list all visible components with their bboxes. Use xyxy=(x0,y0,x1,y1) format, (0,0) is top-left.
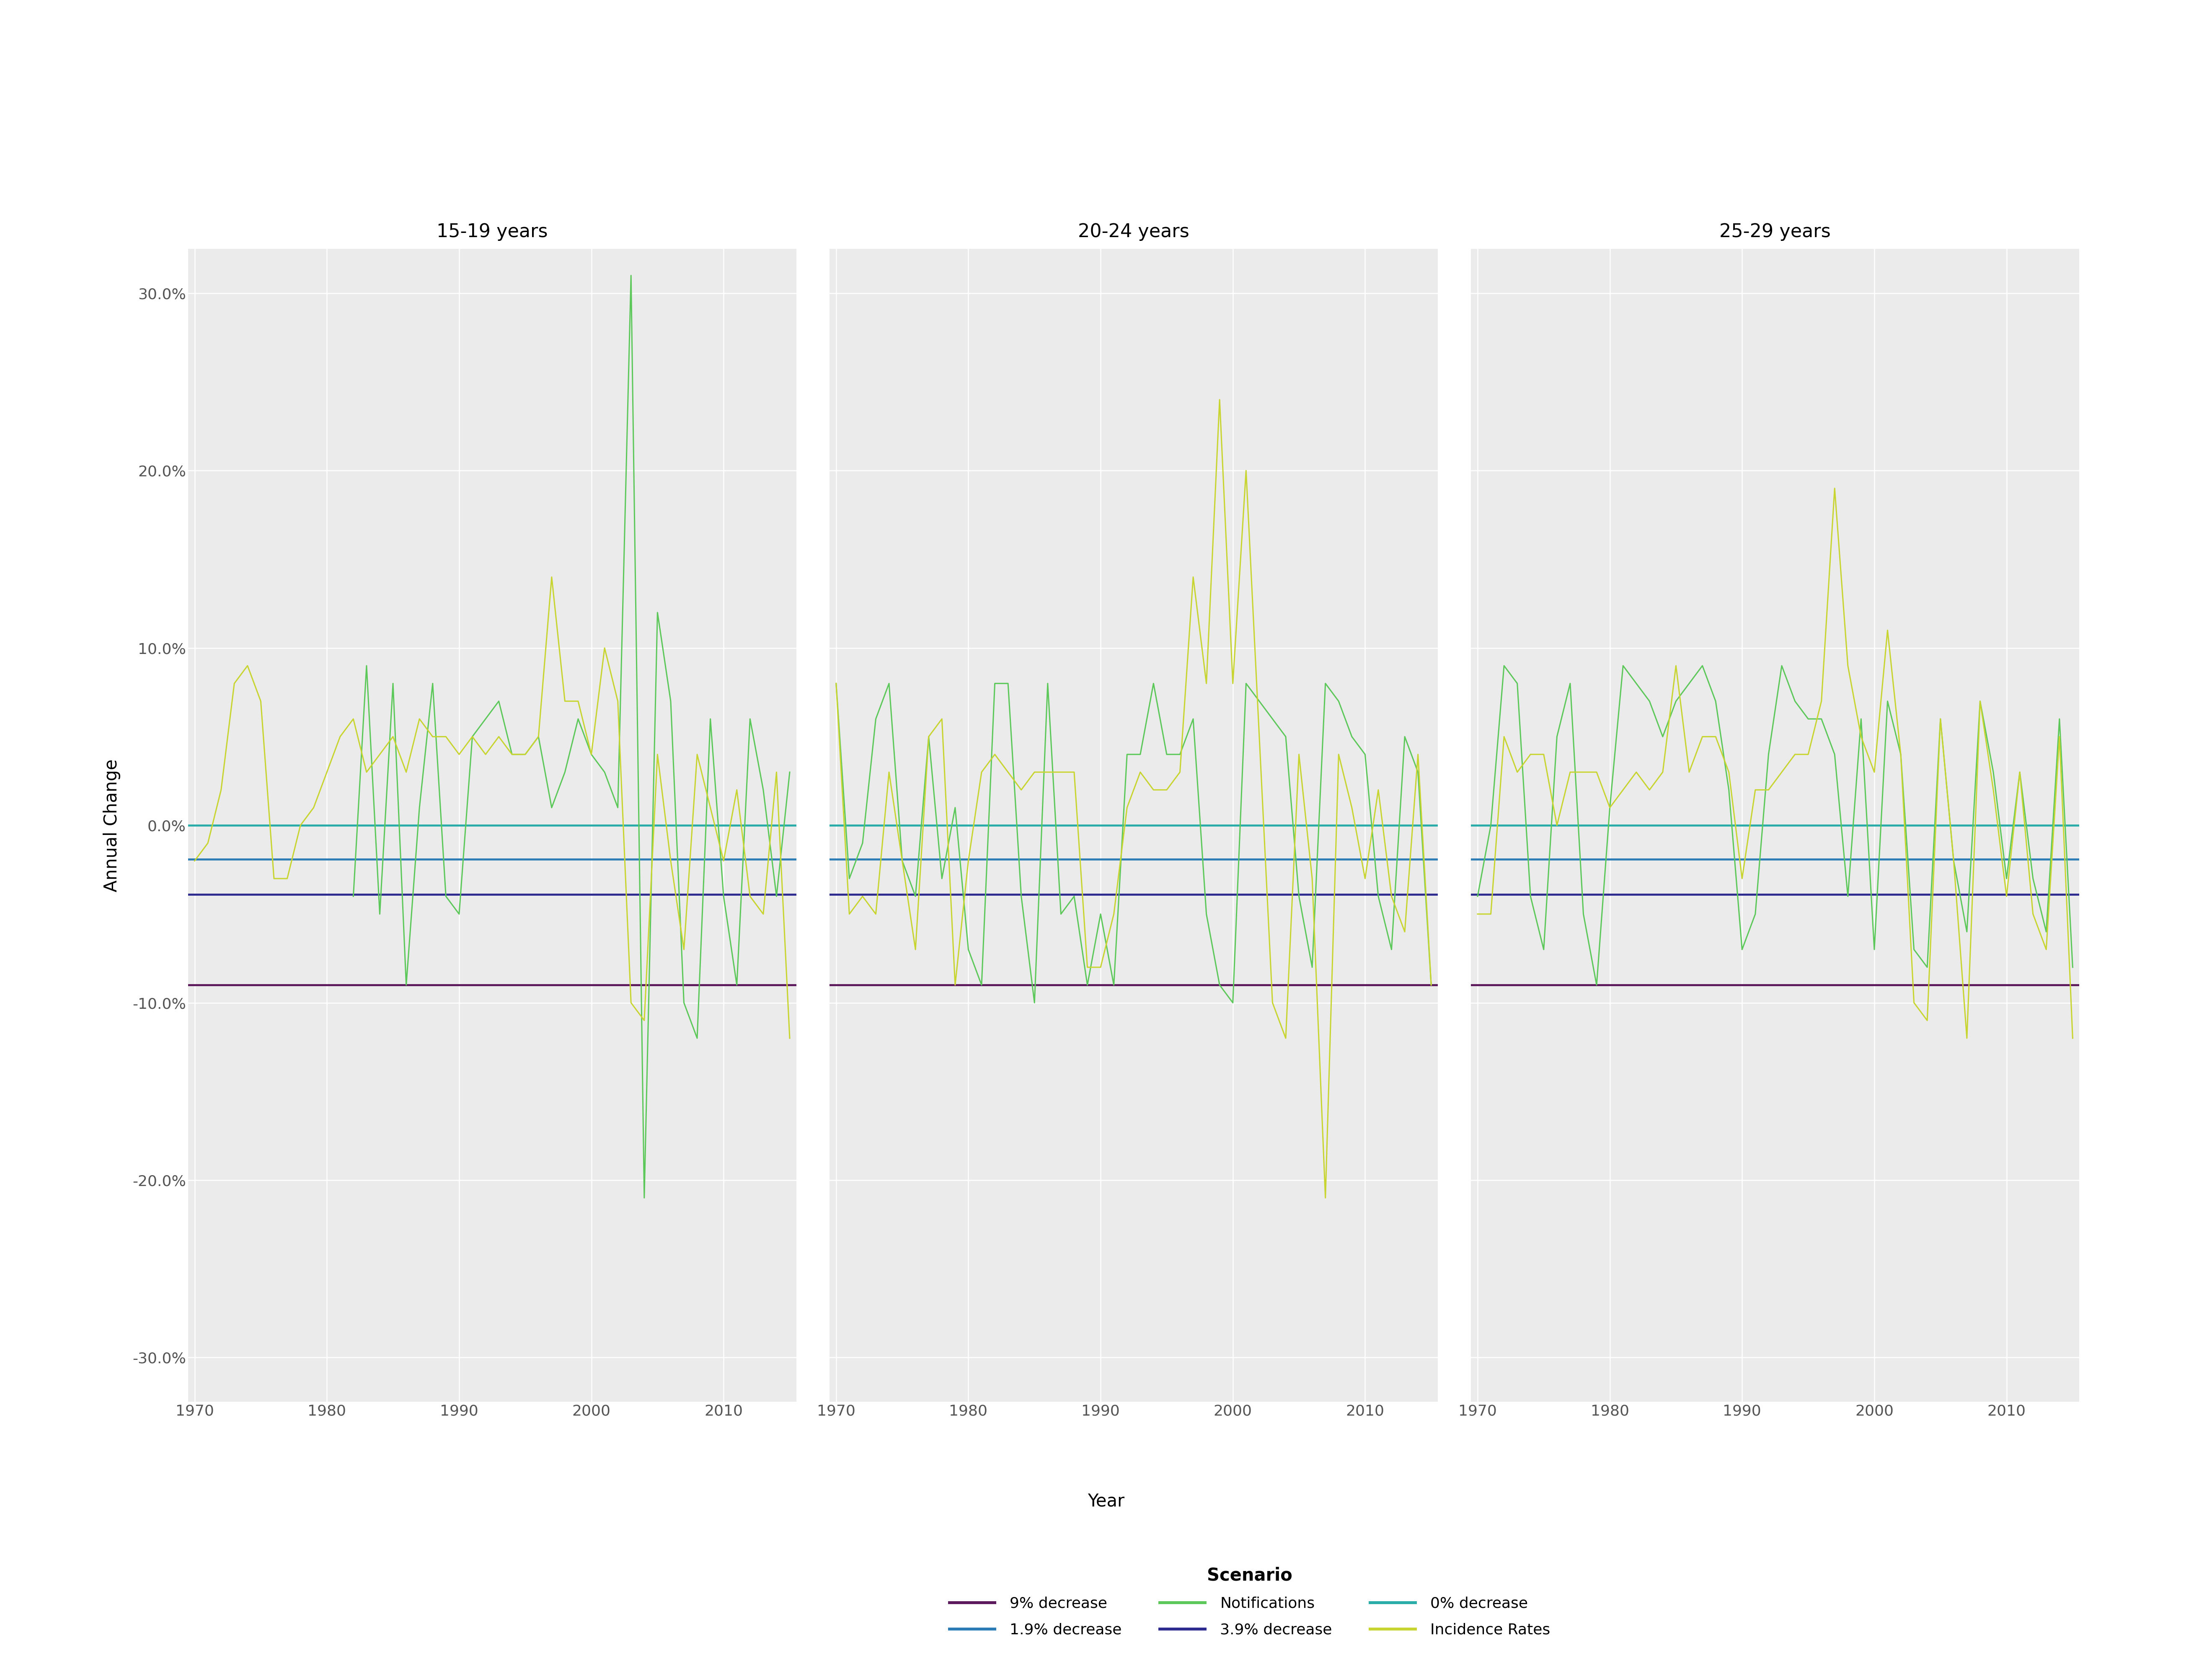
Legend: 9% decrease, 1.9% decrease, Notifications, 3.9% decrease, 0% decrease, Incidence: 9% decrease, 1.9% decrease, Notification… xyxy=(942,1561,1557,1642)
Title: 20-24 years: 20-24 years xyxy=(1077,222,1190,241)
Y-axis label: Annual Change: Annual Change xyxy=(104,758,122,893)
Text: Year: Year xyxy=(1088,1493,1124,1510)
Title: 15-19 years: 15-19 years xyxy=(436,222,549,241)
Title: 25-29 years: 25-29 years xyxy=(1719,222,1832,241)
